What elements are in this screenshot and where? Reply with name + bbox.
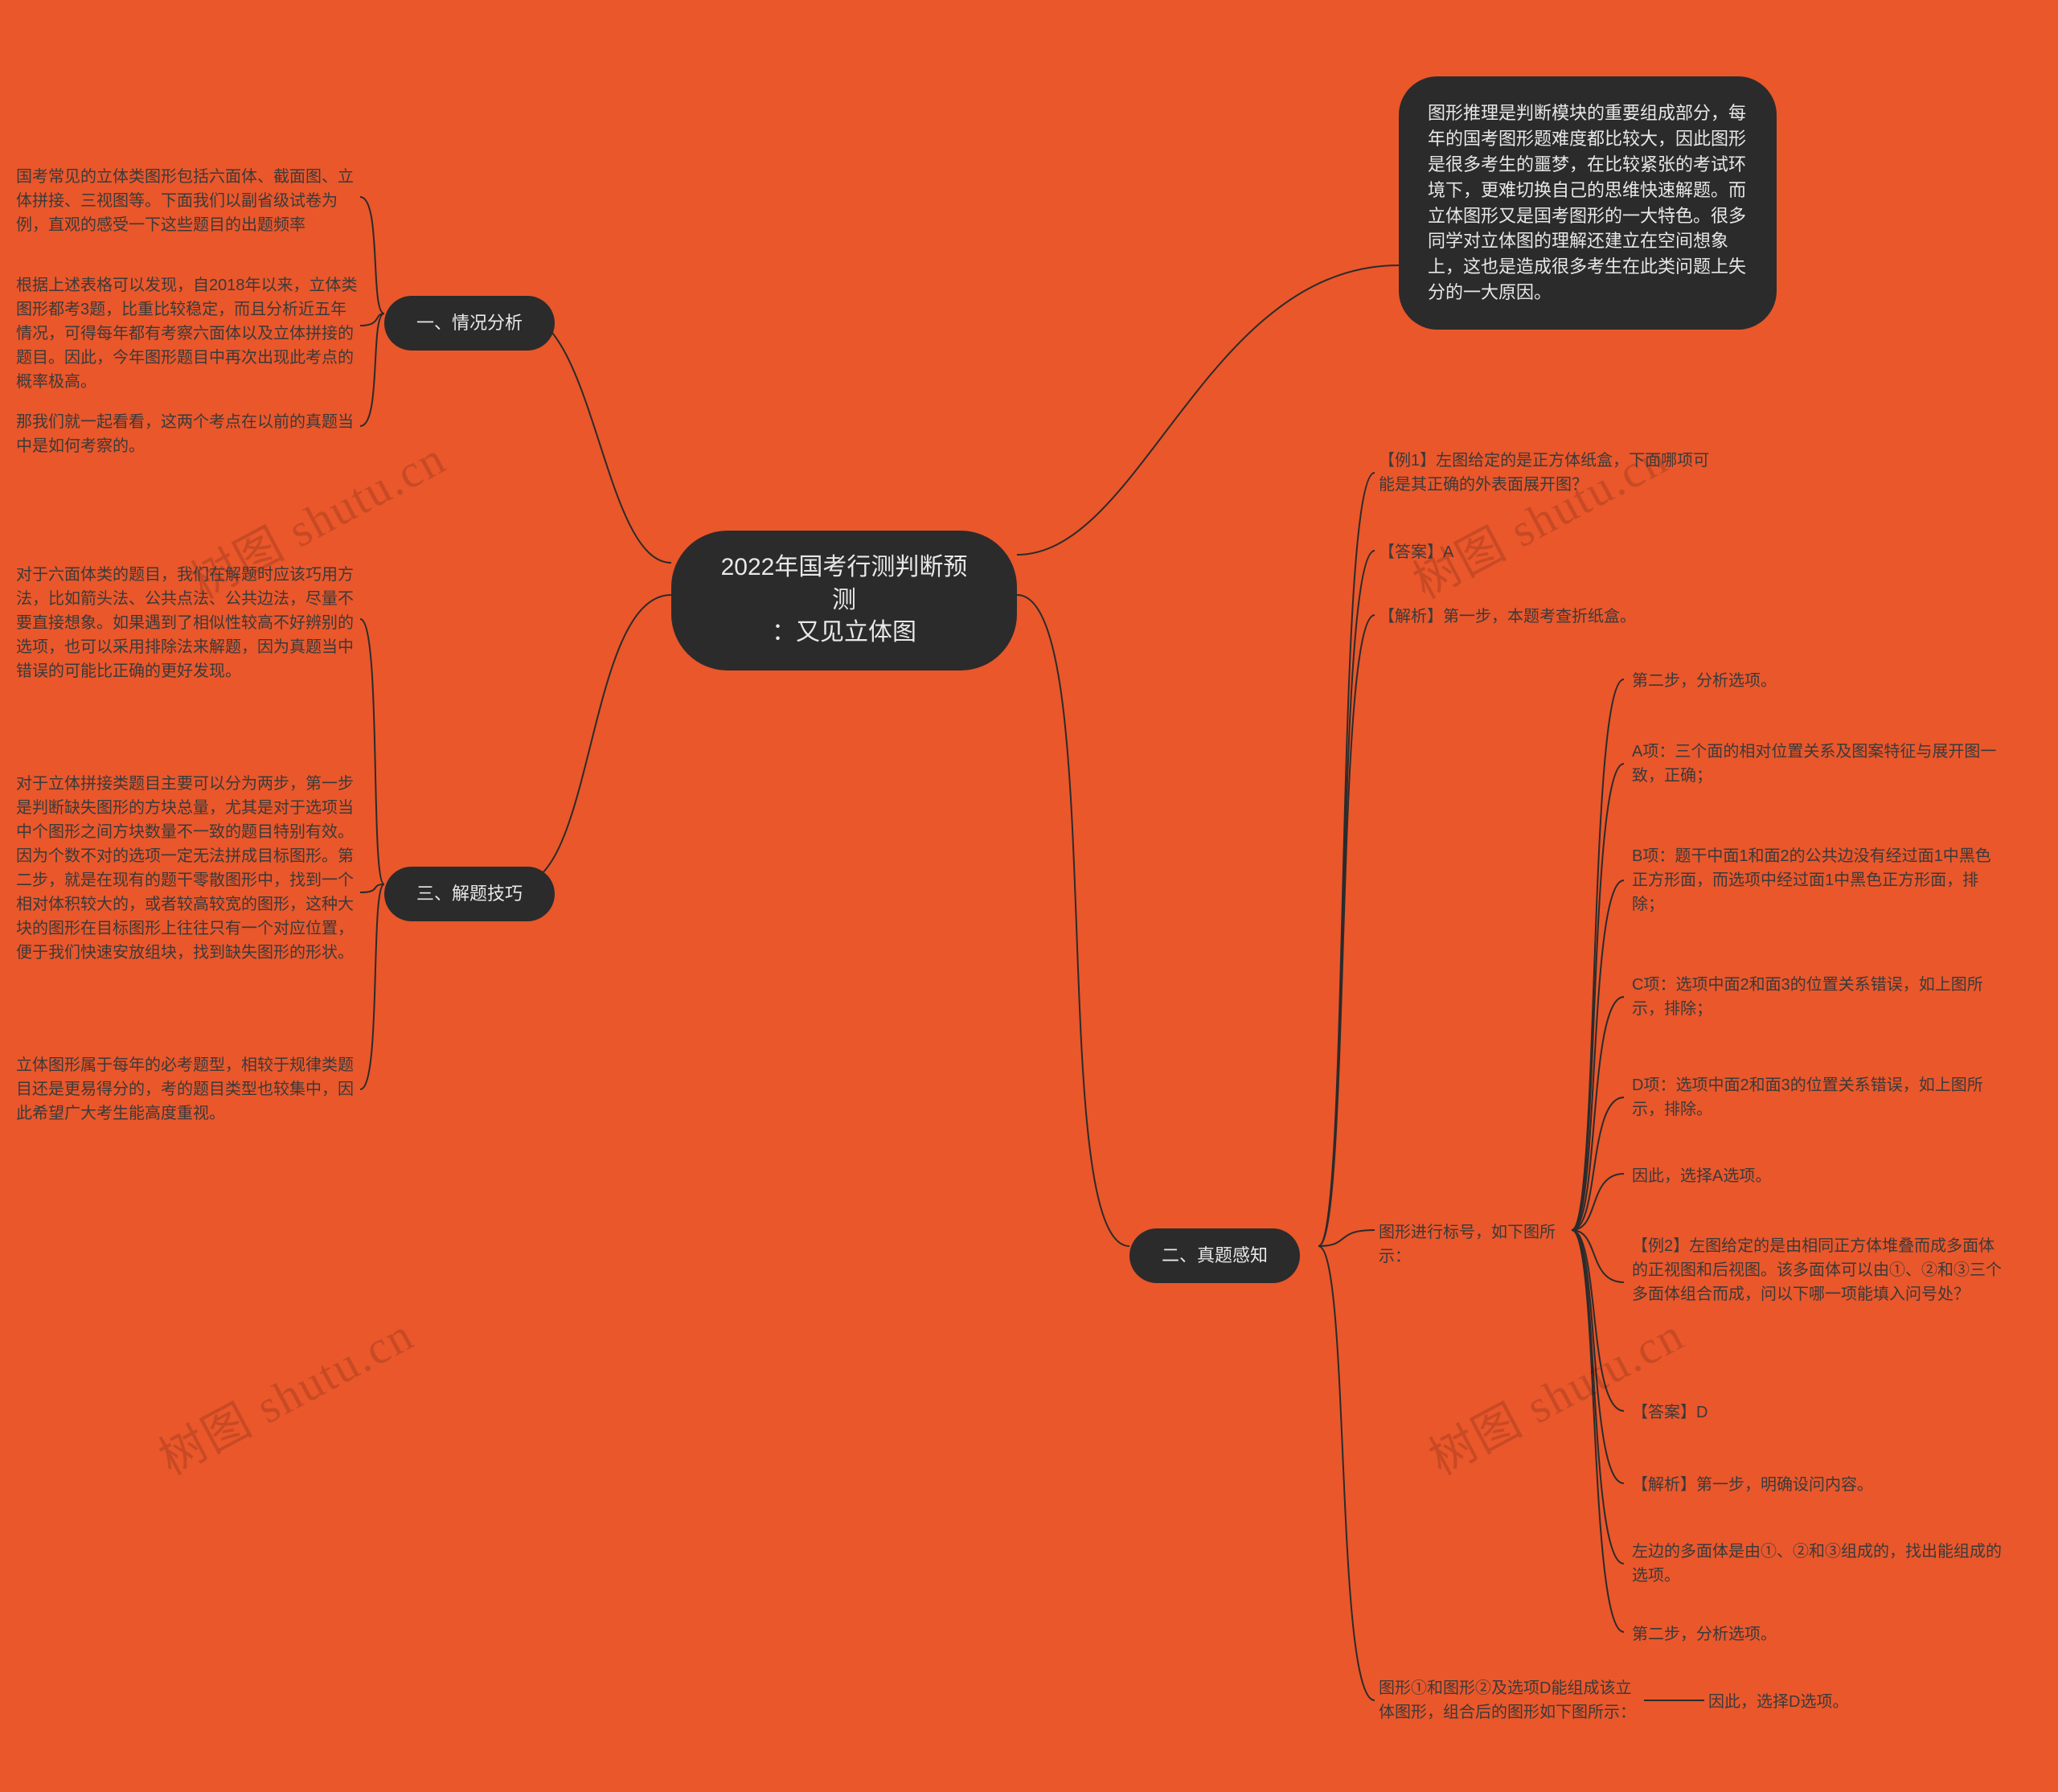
leaf-one-2: 那我们就一起看看，这两个考点在以前的真题当中是如何考察的。 bbox=[16, 410, 362, 458]
two-head-1: 【答案】A bbox=[1379, 540, 1724, 564]
two-step-4: D项：选项中面2和面3的位置关系错误，如上图所示，排除。 bbox=[1632, 1073, 2002, 1122]
two-step-2: B项：题干中面1和面2的公共边没有经过面1中黑色正方形面，而选项中经过面1中黑色… bbox=[1632, 844, 2002, 917]
branch-three[interactable]: 三、解题技巧 bbox=[384, 867, 555, 921]
watermark: 树图 shutu.cn bbox=[146, 1297, 424, 1487]
two-mid-label: 图形进行标号，如下图所示： bbox=[1379, 1220, 1572, 1269]
two-head-2: 【解析】第一步，本题考查折纸盒。 bbox=[1379, 605, 1724, 629]
two-head-0: 【例1】左图给定的是正方体纸盒，下面哪项可能是其正确的外表面展开图？ bbox=[1379, 449, 1724, 497]
two-step-6: 【例2】左图给定的是由相同正方体堆叠而成多面体的正视图和后视图。该多面体可以由①… bbox=[1632, 1234, 2002, 1306]
root-line1: 2022年国考行测判断预测 bbox=[716, 552, 972, 617]
watermark: 树图 shutu.cn bbox=[1416, 1297, 1694, 1487]
root-line2: ：又见立体图 bbox=[716, 617, 972, 650]
two-step-10: 第二步，分析选项。 bbox=[1632, 1622, 2002, 1646]
leaf-three-2: 立体图形属于每年的必考题型，相较于规律类题目还是更易得分的，考的题目类型也较集中… bbox=[16, 1053, 362, 1126]
root-node[interactable]: 2022年国考行测判断预测 ：又见立体图 bbox=[671, 531, 1017, 670]
two-step-9: 左边的多面体是由①、②和③组成的，找出能组成的选项。 bbox=[1632, 1540, 2002, 1588]
two-step-3: C项：选项中面2和面3的位置关系错误，如上图所示，排除； bbox=[1632, 973, 2002, 1021]
two-step-7: 【答案】D bbox=[1632, 1400, 2002, 1425]
two-step-8: 【解析】第一步，明确设问内容。 bbox=[1632, 1473, 2002, 1497]
leaf-one-1: 根据上述表格可以发现，自2018年以来，立体类图形都考3题，比重比较稳定，而且分… bbox=[16, 273, 362, 394]
two-step-5: 因此，选择A选项。 bbox=[1632, 1164, 2002, 1188]
branch-two[interactable]: 二、真题感知 bbox=[1129, 1228, 1300, 1283]
intro-blurb: 图形推理是判断模块的重要组成部分，每年的国考图形题难度都比较大，因此图形是很多考… bbox=[1399, 76, 1777, 330]
two-step-1: A项：三个面的相对位置关系及图案特征与展开图一致，正确； bbox=[1632, 740, 2002, 788]
branch-one[interactable]: 一、情况分析 bbox=[384, 296, 555, 351]
leaf-three-1: 对于立体拼接类题目主要可以分为两步，第一步是判断缺失图形的方块总量，尤其是对于选… bbox=[16, 772, 362, 965]
two-end-result: 因此，选择D选项。 bbox=[1708, 1690, 1949, 1714]
leaf-one-0: 国考常见的立体类图形包括六面体、截面图、立体拼接、三视图等。下面我们以副省级试卷… bbox=[16, 165, 362, 237]
leaf-three-0: 对于六面体类的题目，我们在解题时应该巧用方法，比如箭头法、公共点法、公共边法，尽… bbox=[16, 563, 362, 683]
two-end-label: 图形①和图形②及选项D能组成该立体图形，组合后的图形如下图所示： bbox=[1379, 1676, 1644, 1724]
two-step-0: 第二步，分析选项。 bbox=[1632, 669, 2002, 693]
